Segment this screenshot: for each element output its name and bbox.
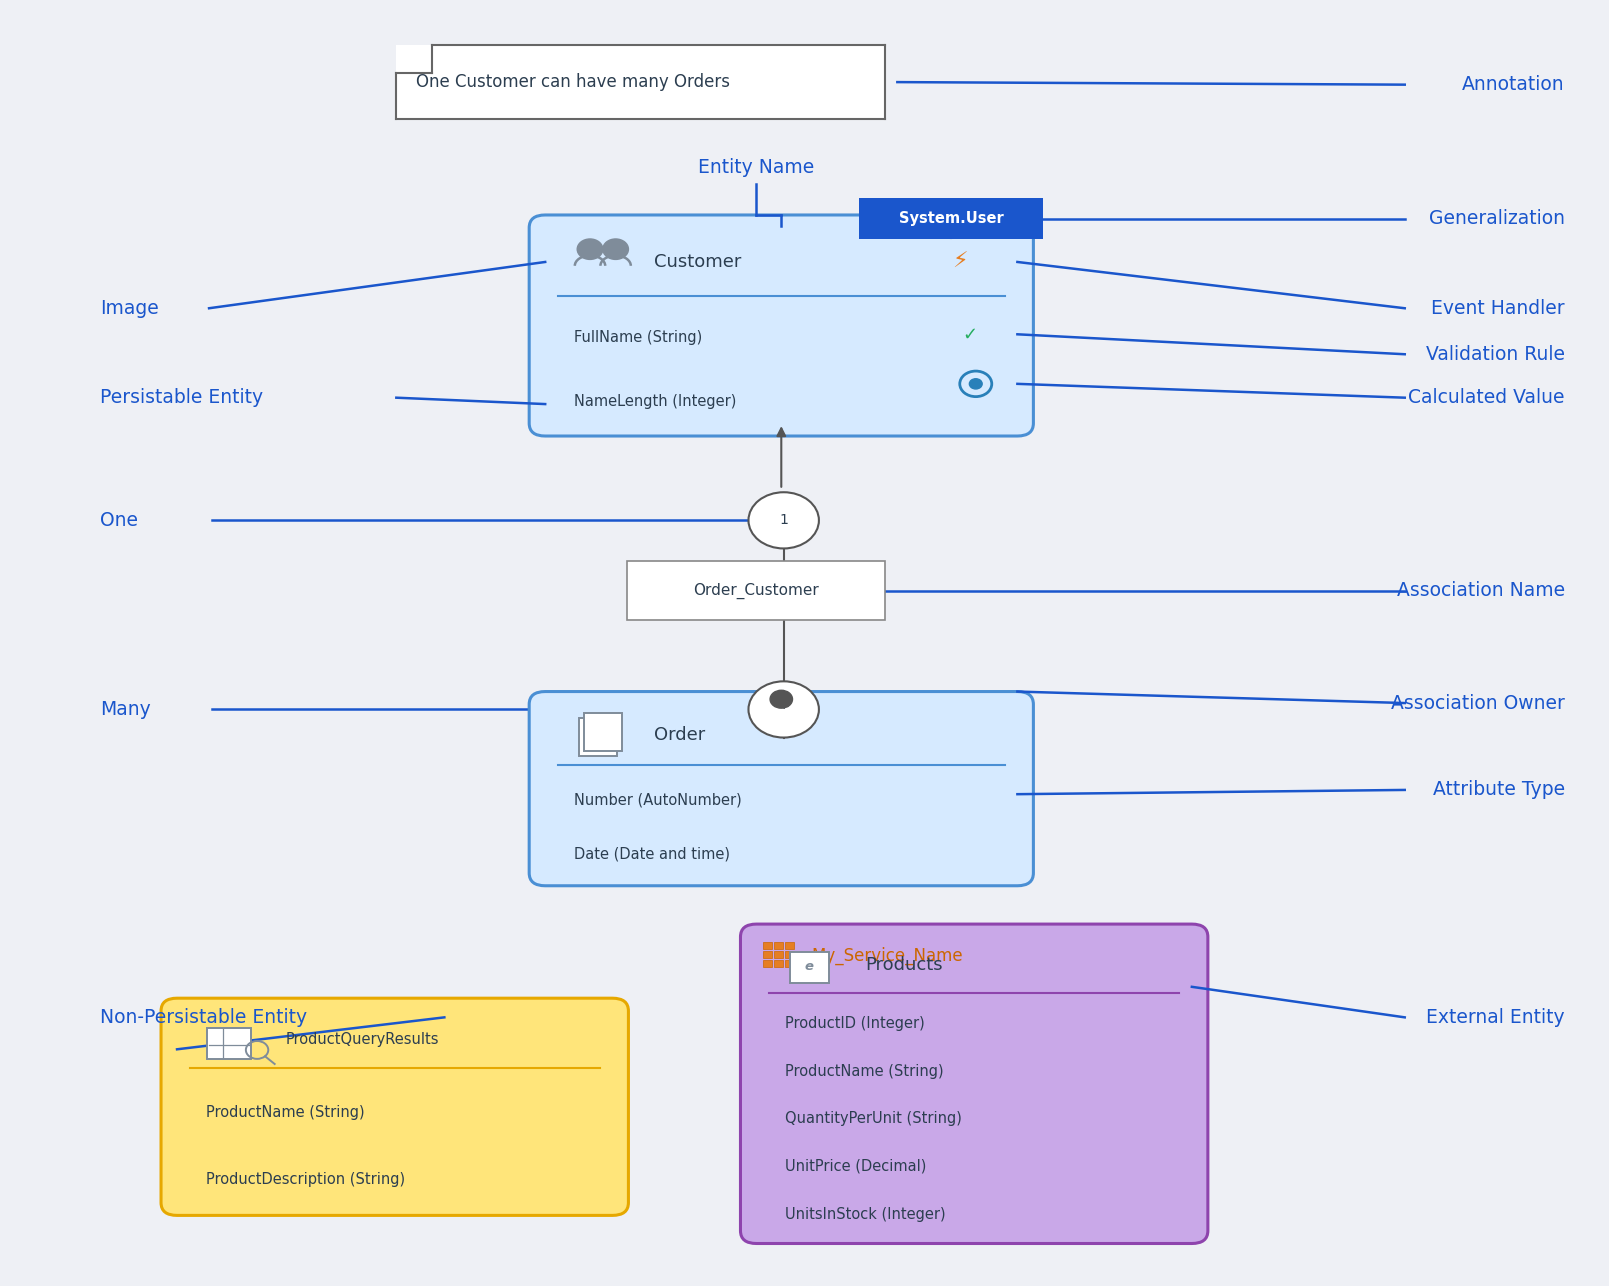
- Text: Customer: Customer: [653, 253, 742, 271]
- FancyBboxPatch shape: [790, 952, 829, 983]
- Text: Date (Date and time): Date (Date and time): [574, 846, 730, 862]
- Text: Association Name: Association Name: [1397, 581, 1566, 601]
- FancyBboxPatch shape: [785, 959, 795, 967]
- FancyBboxPatch shape: [529, 692, 1033, 886]
- Circle shape: [748, 682, 819, 738]
- FancyBboxPatch shape: [763, 941, 772, 949]
- FancyBboxPatch shape: [529, 215, 1033, 436]
- Text: QuantityPerUnit (String): QuantityPerUnit (String): [785, 1111, 962, 1127]
- Text: Order: Order: [653, 725, 705, 743]
- Text: UnitsInStock (Integer): UnitsInStock (Integer): [785, 1206, 946, 1222]
- Circle shape: [771, 691, 793, 709]
- Text: System.User: System.User: [898, 211, 1004, 226]
- Text: Persistable Entity: Persistable Entity: [100, 388, 264, 408]
- Text: External Entity: External Entity: [1426, 1008, 1566, 1026]
- Text: Association Owner: Association Owner: [1390, 693, 1566, 712]
- Circle shape: [603, 239, 629, 260]
- Circle shape: [969, 379, 981, 388]
- FancyBboxPatch shape: [584, 712, 623, 751]
- Text: FullName (String): FullName (String): [574, 331, 702, 345]
- Text: ProductID (Integer): ProductID (Integer): [785, 1016, 925, 1031]
- Text: One: One: [100, 511, 138, 530]
- Text: Non-Persistable Entity: Non-Persistable Entity: [100, 1008, 307, 1026]
- Text: Image: Image: [100, 298, 159, 318]
- Text: ProductDescription (String): ProductDescription (String): [206, 1172, 405, 1187]
- Text: Generalization: Generalization: [1429, 210, 1566, 229]
- Text: NameLength (Integer): NameLength (Integer): [574, 394, 737, 409]
- Text: ⚡: ⚡: [953, 252, 967, 271]
- Circle shape: [748, 493, 819, 548]
- FancyBboxPatch shape: [161, 998, 629, 1215]
- FancyBboxPatch shape: [763, 959, 772, 967]
- Text: ProductName (String): ProductName (String): [785, 1064, 944, 1079]
- Text: Products: Products: [866, 955, 943, 974]
- FancyBboxPatch shape: [208, 1029, 251, 1058]
- Text: 1: 1: [779, 513, 788, 527]
- Circle shape: [578, 239, 603, 260]
- FancyBboxPatch shape: [740, 925, 1208, 1244]
- Text: ProductQueryResults: ProductQueryResults: [286, 1033, 439, 1047]
- Text: Entity Name: Entity Name: [698, 158, 814, 177]
- FancyBboxPatch shape: [396, 45, 885, 120]
- Text: Many: Many: [100, 700, 151, 719]
- FancyBboxPatch shape: [785, 950, 795, 958]
- FancyBboxPatch shape: [774, 950, 784, 958]
- FancyBboxPatch shape: [579, 718, 618, 756]
- Text: UnitPrice (Decimal): UnitPrice (Decimal): [785, 1159, 927, 1174]
- Text: *: *: [779, 700, 788, 719]
- Text: Event Handler: Event Handler: [1430, 298, 1566, 318]
- FancyBboxPatch shape: [774, 941, 784, 949]
- FancyBboxPatch shape: [763, 950, 772, 958]
- Text: Number (AutoNumber): Number (AutoNumber): [574, 792, 742, 808]
- Text: My_Service_Name: My_Service_Name: [811, 946, 962, 966]
- Text: ProductName (String): ProductName (String): [206, 1105, 365, 1120]
- Text: ✓: ✓: [962, 325, 977, 343]
- FancyBboxPatch shape: [859, 198, 1043, 239]
- Text: One Customer can have many Orders: One Customer can have many Orders: [415, 73, 729, 91]
- Text: e: e: [804, 959, 814, 972]
- Text: Annotation: Annotation: [1463, 75, 1566, 94]
- Text: Validation Rule: Validation Rule: [1426, 345, 1566, 364]
- Text: Attribute Type: Attribute Type: [1432, 781, 1566, 800]
- FancyBboxPatch shape: [785, 941, 795, 949]
- Text: Order_Customer: Order_Customer: [693, 583, 819, 599]
- FancyBboxPatch shape: [774, 959, 784, 967]
- FancyBboxPatch shape: [628, 561, 885, 620]
- Text: Calculated Value: Calculated Value: [1408, 388, 1566, 408]
